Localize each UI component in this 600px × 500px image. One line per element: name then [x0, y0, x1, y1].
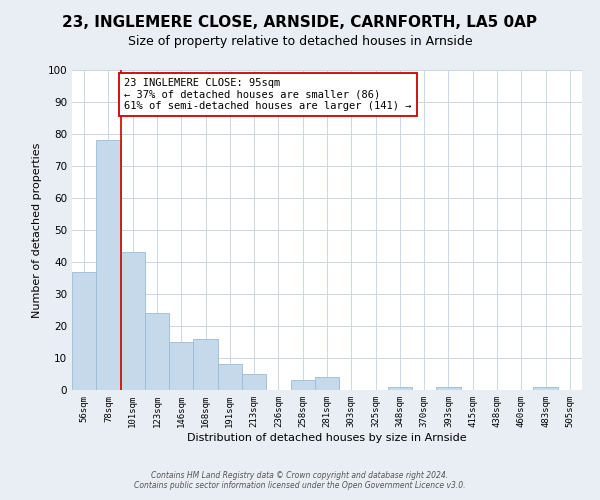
Bar: [169, 342, 193, 390]
Text: Size of property relative to detached houses in Arnside: Size of property relative to detached ho…: [128, 35, 472, 48]
Bar: [121, 252, 145, 390]
Bar: [193, 339, 218, 390]
Text: 23 INGLEMERE CLOSE: 95sqm
← 37% of detached houses are smaller (86)
61% of semi-: 23 INGLEMERE CLOSE: 95sqm ← 37% of detac…: [124, 78, 412, 111]
Bar: [388, 387, 412, 390]
Bar: [242, 374, 266, 390]
Bar: [290, 380, 315, 390]
Y-axis label: Number of detached properties: Number of detached properties: [32, 142, 42, 318]
Bar: [218, 364, 242, 390]
Text: Contains HM Land Registry data © Crown copyright and database right 2024.
Contai: Contains HM Land Registry data © Crown c…: [134, 470, 466, 490]
Bar: [145, 313, 169, 390]
Bar: [72, 272, 96, 390]
Bar: [96, 140, 121, 390]
Bar: [315, 377, 339, 390]
X-axis label: Distribution of detached houses by size in Arnside: Distribution of detached houses by size …: [187, 432, 467, 442]
Bar: [533, 387, 558, 390]
Text: 23, INGLEMERE CLOSE, ARNSIDE, CARNFORTH, LA5 0AP: 23, INGLEMERE CLOSE, ARNSIDE, CARNFORTH,…: [62, 15, 538, 30]
Bar: [436, 387, 461, 390]
